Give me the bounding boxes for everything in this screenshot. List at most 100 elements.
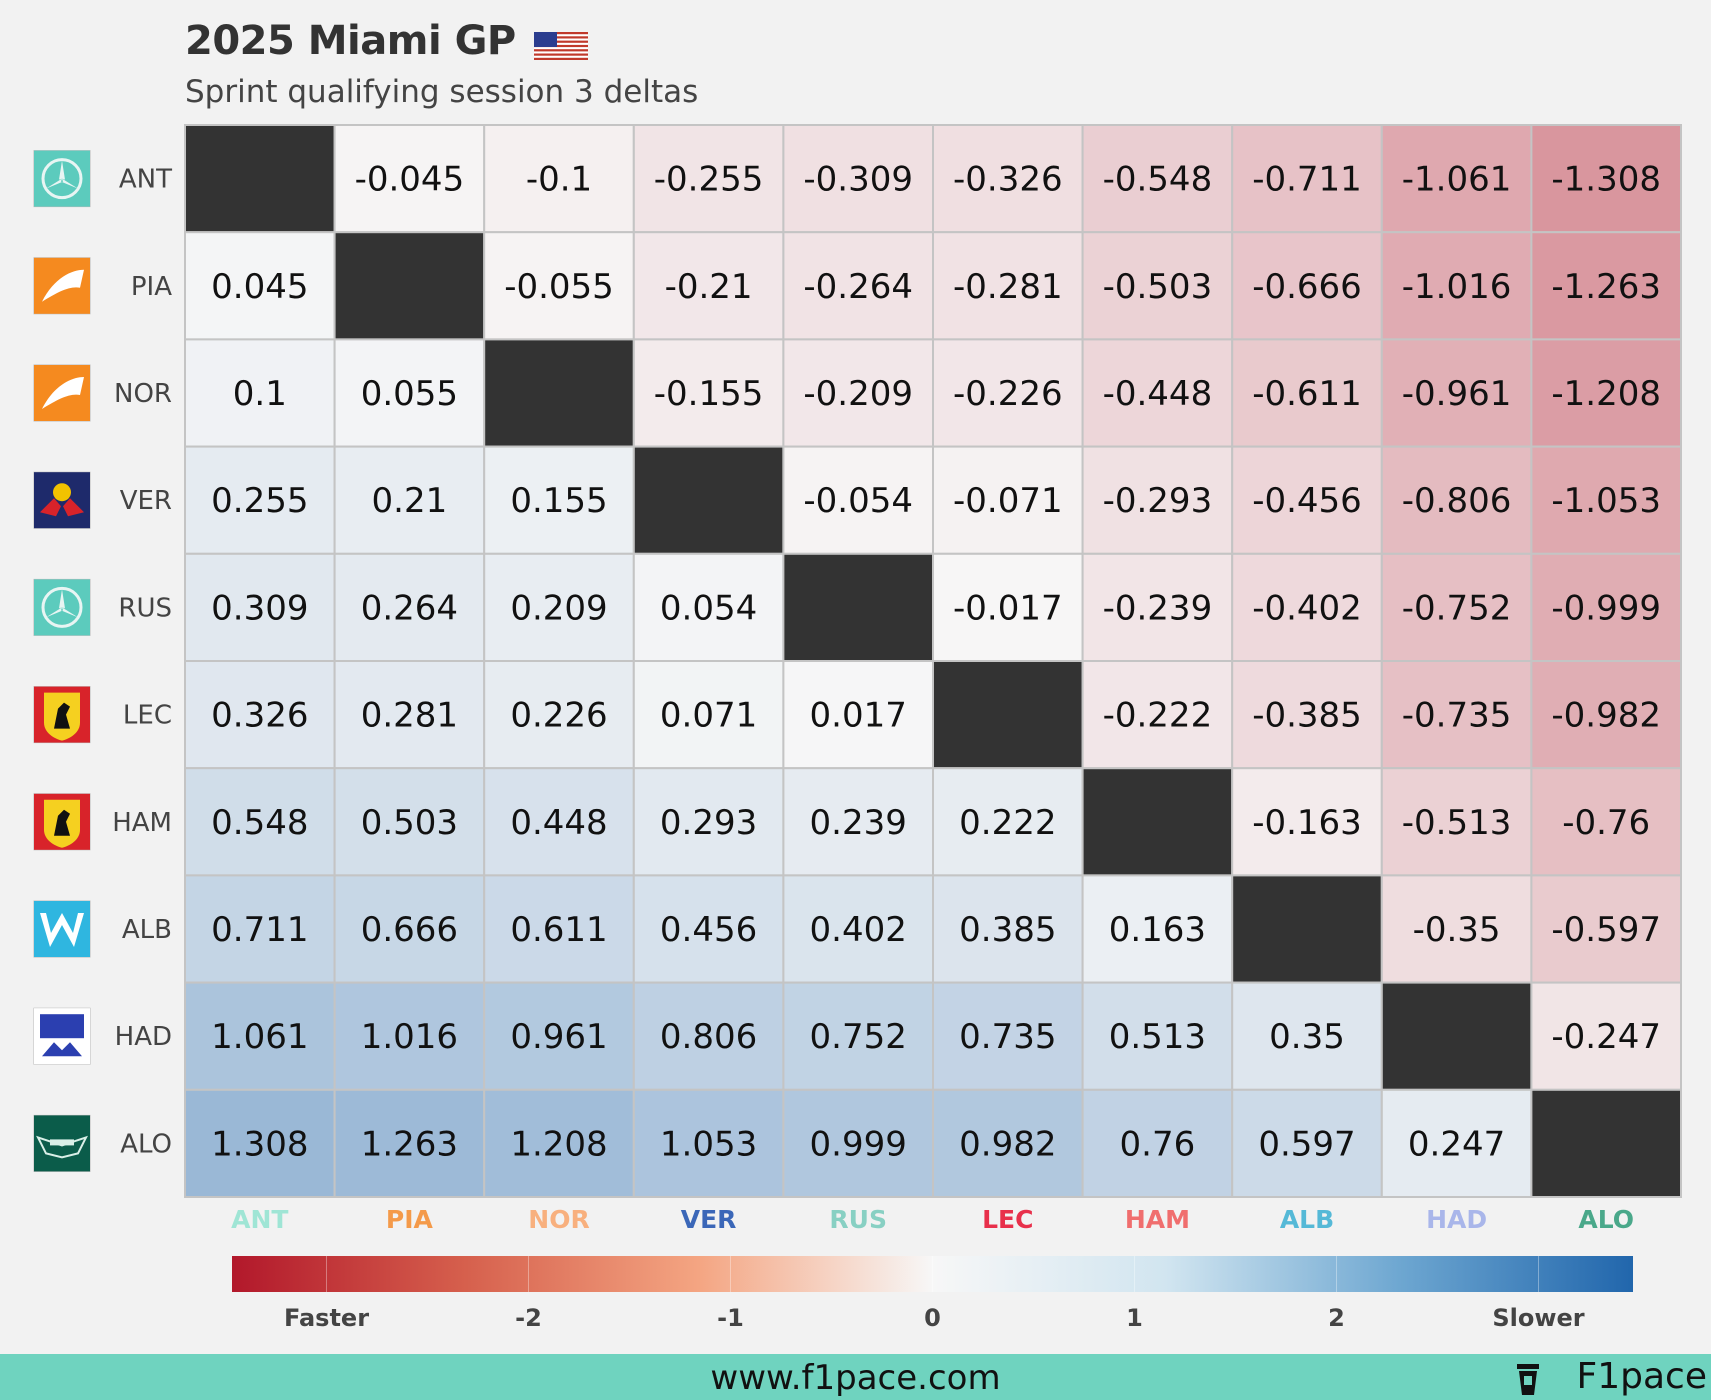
heatmap-cell [1231, 981, 1383, 1091]
cell-value: 0.35 [1269, 1017, 1345, 1057]
heatmap-cell [1380, 231, 1533, 341]
row-label: HAD [115, 1022, 172, 1052]
cell-value: -0.597 [1551, 910, 1661, 950]
row-label: ALO [120, 1129, 172, 1159]
heatmap-cell [1530, 231, 1683, 341]
red-bull-logo-icon [33, 471, 91, 529]
heatmap-cell [782, 231, 935, 341]
ferrari-logo-icon [33, 686, 91, 744]
heatmap-cell [932, 874, 1084, 984]
column-label: PIA [386, 1205, 434, 1234]
row-label: ANT [119, 165, 172, 195]
heatmap-cell [632, 874, 785, 984]
column-label: ALO [1578, 1205, 1634, 1234]
cell-value: -0.548 [1103, 160, 1213, 200]
cell-value: 0.326 [211, 696, 308, 736]
cell-value: -0.055 [504, 267, 614, 307]
heatmap-cell [1081, 1088, 1234, 1199]
cell-value: -0.255 [654, 160, 764, 200]
cell-value: 0.448 [510, 803, 607, 843]
cell-value: 1.016 [361, 1017, 458, 1057]
ferrari-logo-icon [33, 793, 91, 851]
heatmap-cell [184, 874, 336, 984]
footer-url[interactable]: www.f1pace.com [710, 1358, 1001, 1398]
heatmap-cell [184, 660, 336, 770]
cell-value: -0.999 [1551, 588, 1661, 628]
aston-martin-logo-icon [33, 1114, 91, 1172]
cell-value: -0.1 [526, 160, 592, 200]
cell-value: 0.281 [361, 696, 458, 736]
heatmap-cell [1530, 445, 1683, 555]
cell-value: 0.247 [1408, 1124, 1505, 1164]
cell-value: -0.017 [953, 588, 1063, 628]
heatmap-cell [1530, 874, 1683, 984]
cell-value: 0.961 [510, 1017, 607, 1057]
heatmap-cell [1380, 660, 1533, 770]
cell-value: 0.711 [211, 910, 308, 950]
heatmap-cell [1530, 338, 1683, 448]
column-label: LEC [982, 1205, 1033, 1234]
cell-value: 1.263 [361, 1124, 458, 1164]
cell-value: 0.21 [372, 481, 448, 521]
cell-value: 0.226 [510, 696, 607, 736]
heatmap-cell [483, 231, 635, 341]
cell-value: -0.071 [953, 481, 1063, 521]
cell-value: 0.155 [510, 481, 607, 521]
cell-value: 1.308 [211, 1124, 308, 1164]
column-label: ALB [1280, 1205, 1334, 1234]
cell-value: -0.155 [654, 374, 764, 414]
cell-value: 0.503 [361, 803, 458, 843]
cell-value: -0.054 [803, 481, 913, 521]
heatmap-cell [632, 767, 785, 877]
cell-value: -1.308 [1551, 160, 1661, 200]
heatmap-cell [483, 981, 635, 1091]
cell-value: 0.045 [211, 267, 308, 307]
cell-value: 0.982 [959, 1124, 1056, 1164]
cell-value: -0.711 [1252, 160, 1362, 200]
cell-value: 0.385 [959, 910, 1056, 950]
cell-value: -0.293 [1103, 481, 1213, 521]
cell-value: -0.326 [953, 160, 1063, 200]
heatmap-cell [632, 552, 785, 662]
cell-value: -0.752 [1402, 588, 1512, 628]
cell-value: 0.255 [211, 481, 308, 521]
heatmap-cell [483, 874, 635, 984]
cell-value: -0.503 [1103, 267, 1213, 307]
mercedes-logo-icon [33, 150, 91, 208]
row-label: RUS [118, 593, 172, 623]
heatmap-cell [632, 124, 785, 234]
diagonal-cell [184, 124, 336, 234]
cell-value: -0.239 [1103, 588, 1213, 628]
heatmap-cell [1380, 874, 1533, 984]
delta-heatmap: -0.045 -0.1 -0.255 -0.309 -0.326 -0.548 -0.711… [33, 124, 1683, 1332]
cell-value: 0.752 [810, 1017, 907, 1057]
cell-value: 0.76 [1120, 1124, 1196, 1164]
heatmap-cell [1081, 660, 1234, 770]
heatmap-cell [632, 1088, 785, 1199]
cell-value: -1.016 [1402, 267, 1512, 307]
footer-bar: www.f1pace.com F1pace [0, 1354, 1711, 1400]
heatmap-cell [333, 124, 486, 234]
diagonal-cell [483, 338, 635, 448]
colorbar-tick-label: 2 [1328, 1304, 1345, 1332]
heatmap-cell [333, 767, 486, 877]
cell-value: -0.247 [1551, 1017, 1661, 1057]
cell-value: -1.061 [1402, 160, 1512, 200]
mclaren-logo-icon [33, 257, 91, 315]
colorbar-tick-label: Slower [1492, 1304, 1584, 1332]
column-label: ANT [231, 1205, 288, 1234]
cell-value: -1.208 [1551, 374, 1661, 414]
colorbar-tick-label: 0 [924, 1304, 941, 1332]
cell-value: -0.961 [1402, 374, 1512, 414]
cell-value: 0.548 [211, 803, 308, 843]
cell-value: 1.208 [510, 1124, 607, 1164]
cell-value: -0.35 [1413, 910, 1501, 950]
heatmap-cell [1231, 231, 1383, 341]
heatmap-cell [333, 338, 486, 448]
cell-value: -0.806 [1402, 481, 1512, 521]
heatmap-cell [932, 981, 1084, 1091]
row-label: VER [120, 486, 172, 516]
cell-value: 0.1 [233, 374, 287, 414]
cell-value: -0.385 [1252, 696, 1362, 736]
heatmap-cell [1081, 552, 1234, 662]
